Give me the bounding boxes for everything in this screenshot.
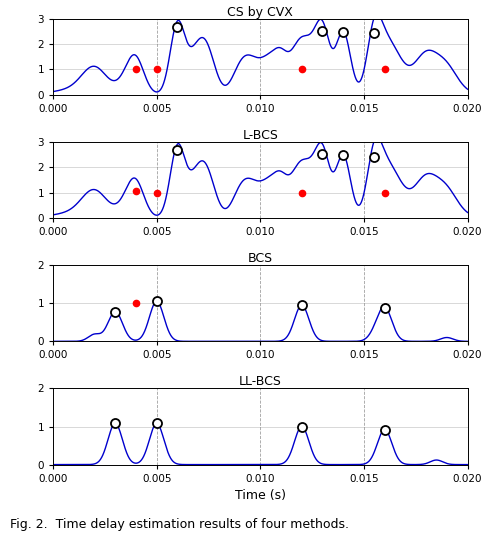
Title: CS by CVX: CS by CVX (228, 6, 293, 19)
X-axis label: Time (s): Time (s) (235, 489, 286, 502)
Title: LL-BCS: LL-BCS (239, 375, 281, 389)
Text: Fig. 2.  Time delay estimation results of four methods.: Fig. 2. Time delay estimation results of… (10, 519, 348, 531)
Title: BCS: BCS (248, 252, 273, 265)
Title: L-BCS: L-BCS (242, 129, 278, 142)
